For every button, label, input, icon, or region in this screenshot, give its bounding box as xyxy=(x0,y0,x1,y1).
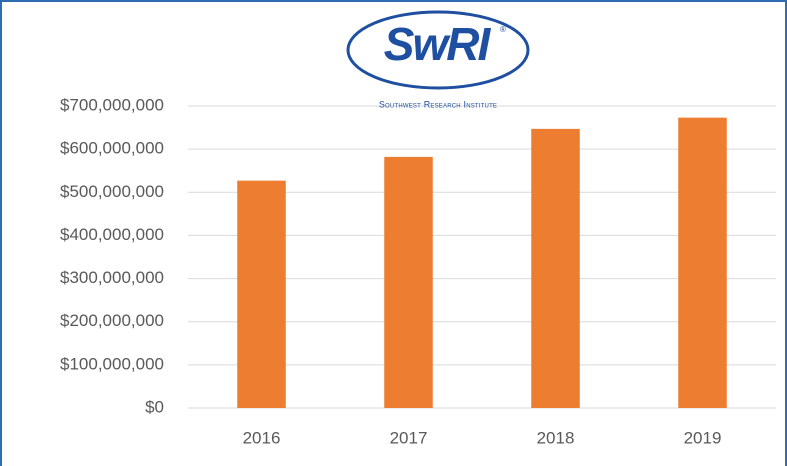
y-tick-label: $200,000,000 xyxy=(60,311,164,330)
bar xyxy=(678,117,727,409)
bar xyxy=(237,180,286,408)
y-tick-label: $500,000,000 xyxy=(60,182,164,201)
x-tick-label: 2018 xyxy=(537,428,575,447)
bar xyxy=(531,128,580,408)
y-tick-label: $0 xyxy=(145,397,164,416)
logo-tagline: Southwest Research Institute xyxy=(379,99,497,109)
x-tick-label: 2019 xyxy=(684,428,722,447)
y-tick-label: $700,000,000 xyxy=(60,95,164,114)
logo-ring xyxy=(346,10,530,90)
y-tick-label: $600,000,000 xyxy=(60,139,164,158)
x-tick-label: 2016 xyxy=(243,428,281,447)
y-tick-label: $400,000,000 xyxy=(60,225,164,244)
logo-text: SwRI xyxy=(384,18,492,70)
y-tick-label: $100,000,000 xyxy=(60,354,164,373)
y-tick-label: $300,000,000 xyxy=(60,268,164,287)
logo-mark: ® xyxy=(500,25,506,34)
bar xyxy=(384,156,433,408)
x-tick-label: 2017 xyxy=(390,428,428,447)
